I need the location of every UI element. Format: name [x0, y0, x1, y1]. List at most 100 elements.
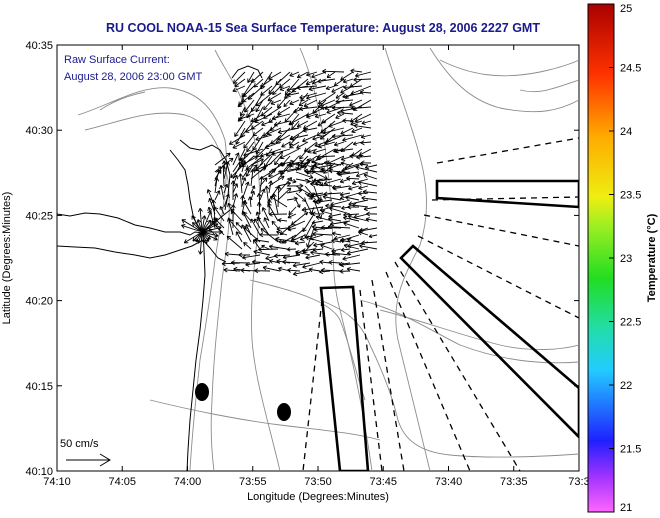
current-vector-head — [249, 196, 253, 201]
current-vector-head — [270, 180, 274, 185]
current-vector-head — [311, 224, 316, 228]
current-vector — [289, 141, 300, 149]
current-vector-head — [337, 171, 342, 176]
current-vector-head — [220, 184, 224, 189]
current-vector — [306, 192, 324, 197]
dashed-line — [436, 137, 579, 164]
current-vector-head — [346, 175, 351, 179]
current-vector — [239, 173, 243, 194]
current-vector-head — [271, 193, 275, 198]
current-vector-head — [214, 236, 218, 241]
current-vector-head — [328, 126, 333, 128]
current-vector — [235, 231, 243, 243]
current-vector-head — [331, 133, 336, 137]
current-vector-head — [331, 232, 336, 236]
current-vector-head — [292, 262, 297, 267]
depth-contour — [214, 49, 281, 471]
current-vector — [267, 92, 282, 102]
current-vector — [361, 134, 372, 138]
current-vector — [245, 162, 255, 177]
x-tick-label: 73:55 — [239, 476, 267, 488]
current-vector-head — [217, 225, 222, 228]
current-vector-head — [340, 262, 344, 266]
current-vector — [343, 213, 360, 216]
current-vector-head — [322, 196, 327, 200]
current-vector — [315, 199, 333, 203]
current-vector — [223, 184, 228, 194]
current-vector-head — [233, 82, 238, 84]
current-vector — [266, 127, 282, 135]
current-vector-head — [255, 211, 258, 216]
current-vector-head — [313, 229, 318, 232]
current-vector — [365, 218, 378, 222]
current-vector-head — [320, 168, 325, 173]
station-marker — [277, 403, 291, 421]
current-vector-head — [362, 191, 367, 195]
current-vector — [340, 262, 361, 266]
current-vector — [297, 71, 309, 78]
current-vector — [287, 269, 301, 272]
current-vector — [335, 99, 354, 103]
current-vector-head — [271, 142, 276, 145]
current-vector — [348, 215, 369, 222]
current-vector-head — [252, 131, 255, 136]
current-vector-head — [328, 213, 332, 217]
current-vector-head — [316, 131, 319, 136]
current-vector-head — [270, 103, 275, 106]
current-vector-head — [240, 269, 245, 273]
current-vector-head — [320, 210, 325, 215]
current-vector-head — [289, 187, 292, 192]
current-vector-head — [343, 84, 347, 88]
current-vector-head — [259, 152, 264, 157]
current-vector-head — [265, 177, 268, 182]
current-vector-head — [286, 249, 291, 252]
current-vector-head — [358, 228, 363, 232]
current-vector-head — [345, 196, 349, 201]
current-vector — [316, 127, 327, 137]
current-vector-head — [301, 207, 306, 211]
current-vector — [288, 113, 309, 126]
current-vector-head — [304, 168, 308, 172]
current-vector-head — [261, 121, 265, 126]
current-vector-head — [254, 237, 259, 241]
current-vector-head — [365, 167, 370, 170]
current-vector-head — [278, 266, 283, 269]
current-vector-head — [325, 251, 329, 255]
current-vector-head — [240, 113, 245, 117]
current-vector-head — [363, 208, 368, 212]
current-vector — [306, 113, 318, 118]
current-vector — [299, 106, 318, 110]
current-vector-head — [254, 268, 259, 272]
current-vector — [287, 227, 297, 231]
current-vector — [363, 174, 378, 180]
current-vector-head — [358, 193, 363, 196]
current-vector-head — [323, 172, 328, 174]
current-vector — [301, 206, 324, 211]
current-vector — [268, 78, 282, 94]
current-vector-head — [254, 118, 258, 123]
current-vector-head — [351, 108, 356, 111]
current-vector-head — [230, 262, 235, 266]
current-vector-head — [276, 185, 280, 190]
current-vector-head — [306, 243, 308, 248]
current-vector-head — [294, 243, 299, 246]
current-vector — [261, 120, 273, 126]
coastline — [179, 139, 231, 211]
current-vector-head — [289, 164, 292, 169]
depth-contour — [384, 47, 431, 471]
current-vector — [266, 148, 273, 157]
current-vector — [243, 148, 264, 156]
current-vector-head — [243, 200, 248, 204]
current-vector — [342, 134, 363, 141]
current-vector-head — [312, 135, 316, 140]
current-vector-head — [252, 261, 256, 265]
current-vector — [229, 134, 246, 145]
current-vector-head — [320, 105, 325, 109]
current-vector — [349, 78, 363, 88]
current-vector-head — [299, 106, 303, 110]
current-vector — [273, 193, 279, 215]
current-vector-head — [363, 206, 368, 210]
current-vector — [325, 85, 336, 90]
current-vector-head — [181, 219, 185, 224]
current-vector-head — [365, 218, 370, 222]
